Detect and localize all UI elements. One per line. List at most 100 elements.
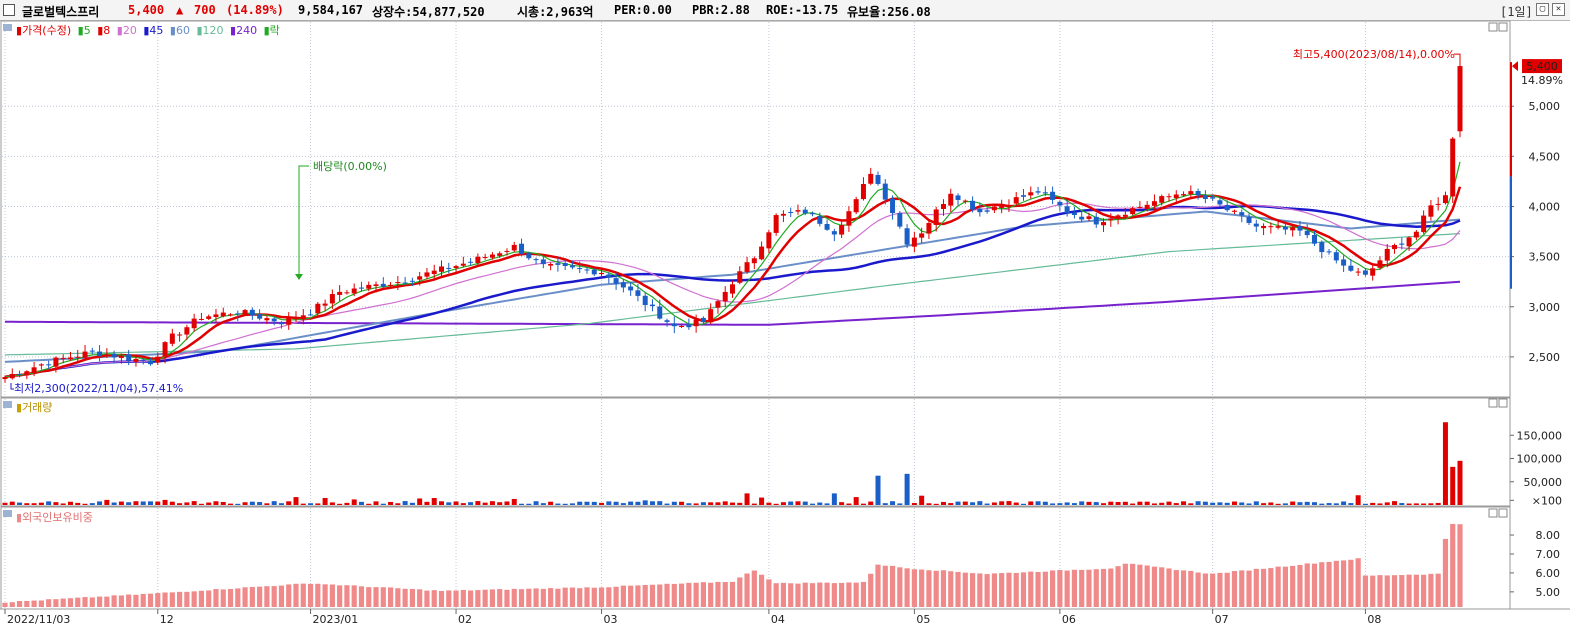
foreign-bar bbox=[649, 584, 656, 607]
legend-rak: 락 bbox=[270, 24, 280, 37]
candle-body bbox=[620, 282, 626, 288]
candle-body bbox=[708, 309, 714, 323]
volume-bar bbox=[155, 501, 161, 505]
foreign-bar bbox=[642, 584, 648, 607]
foreign-bar bbox=[882, 565, 888, 607]
candle-body bbox=[1384, 248, 1390, 261]
candle-body bbox=[315, 303, 321, 314]
candle-body bbox=[919, 233, 925, 238]
volume-bar bbox=[1086, 501, 1092, 505]
price-legend: ▮가격(수정) ▮5 ▮8 ▮20 ▮45 ▮60 ▮120 ▮240 ▮락 bbox=[16, 24, 280, 37]
candle-body bbox=[562, 263, 568, 266]
volume-bar bbox=[38, 502, 44, 505]
stock-name[interactable]: 글로벌텍스프리 bbox=[22, 5, 100, 19]
candle-body bbox=[278, 322, 284, 325]
volume-bar bbox=[1290, 501, 1296, 505]
minimize-icon[interactable] bbox=[1488, 22, 1498, 32]
candle-body bbox=[606, 274, 612, 278]
price-marker-icon bbox=[1512, 61, 1518, 72]
foreign-bar bbox=[984, 574, 990, 607]
select-checkbox[interactable] bbox=[3, 4, 15, 16]
volume-bar bbox=[424, 501, 430, 505]
foreign-bar bbox=[868, 573, 874, 607]
close-panel-icon[interactable] bbox=[1498, 508, 1508, 518]
volume-bar bbox=[104, 499, 110, 505]
candle-body bbox=[875, 175, 881, 184]
market-cap: 시총:2,963억 bbox=[517, 5, 594, 19]
candle-body bbox=[577, 268, 583, 270]
volume-bar bbox=[67, 501, 73, 505]
panel-menu-icon[interactable] bbox=[3, 24, 12, 31]
foreign-bar bbox=[911, 569, 917, 607]
candle-body bbox=[1304, 230, 1310, 236]
volume-bar bbox=[31, 503, 37, 505]
pbr-value: PBR:2.88 bbox=[692, 3, 750, 17]
period-selector[interactable]: [1일] bbox=[1500, 5, 1533, 19]
candle-body bbox=[1246, 216, 1252, 223]
foreign-bar bbox=[1195, 572, 1201, 607]
foreign-bar bbox=[606, 587, 612, 607]
dividend-annotation: 배당락(0.00%) bbox=[313, 160, 387, 173]
foreign-bar bbox=[1311, 563, 1318, 607]
maximize-icon[interactable]: ▢ bbox=[1536, 3, 1549, 16]
foreign-bar bbox=[1202, 573, 1208, 607]
volume-bar bbox=[468, 502, 474, 505]
foreign-bar bbox=[1253, 568, 1259, 607]
foreign-bar bbox=[351, 585, 357, 607]
foreign-bar bbox=[1035, 571, 1041, 607]
volume-bar bbox=[89, 503, 95, 505]
volume-bar bbox=[1108, 501, 1114, 505]
minimize-icon[interactable] bbox=[1488, 398, 1498, 408]
volume-bar bbox=[1297, 502, 1303, 505]
volume-panel-menu-icon[interactable] bbox=[3, 401, 12, 408]
close-panel-icon[interactable] bbox=[1498, 22, 1508, 32]
foreign-bar bbox=[846, 582, 852, 607]
volume-bar bbox=[751, 503, 757, 505]
candle-body bbox=[1450, 138, 1456, 197]
volume-bar bbox=[308, 503, 314, 505]
foreign-bar bbox=[155, 593, 161, 607]
candle-body bbox=[198, 318, 204, 320]
foreign-bar bbox=[111, 595, 117, 607]
legend-ma8: 8 bbox=[103, 24, 110, 37]
candle-body bbox=[1144, 204, 1150, 209]
candle-body bbox=[926, 222, 932, 234]
candle-body bbox=[1239, 212, 1245, 216]
candle-body bbox=[802, 209, 808, 214]
foreign-bar bbox=[919, 569, 925, 607]
volume-bar bbox=[526, 503, 532, 505]
y-tick-label: 4,500 bbox=[1529, 150, 1561, 163]
foreign-bar bbox=[1239, 570, 1245, 607]
foreign-bar bbox=[60, 598, 66, 607]
foreign-bar bbox=[1428, 573, 1434, 607]
foreign-bar bbox=[577, 588, 583, 607]
candle-body bbox=[460, 263, 466, 266]
minimize-icon[interactable] bbox=[1488, 508, 1498, 518]
volume-bar bbox=[831, 493, 837, 505]
volume-bar bbox=[759, 497, 765, 505]
foreign-bar bbox=[955, 571, 961, 607]
volume-bar bbox=[802, 501, 808, 505]
candle-body bbox=[853, 199, 859, 213]
ma120-line bbox=[4, 233, 1461, 356]
low-arrow-icon bbox=[10, 383, 14, 390]
legend-ma20: 20 bbox=[123, 24, 137, 37]
foreign-bar bbox=[948, 571, 954, 607]
volume-bar bbox=[1166, 501, 1172, 505]
foreign-bar bbox=[1159, 567, 1165, 607]
foreign-panel-menu-icon[interactable] bbox=[3, 510, 12, 517]
candle-body bbox=[1035, 191, 1041, 193]
foreign-bar bbox=[468, 590, 474, 607]
panel-buttons[interactable] bbox=[1488, 22, 1508, 518]
y-tick-label: 3,500 bbox=[1529, 251, 1561, 264]
volume-bar bbox=[82, 503, 88, 505]
volume-bars bbox=[2, 422, 1463, 505]
close-icon[interactable]: ✕ bbox=[1552, 3, 1565, 16]
volume-bar bbox=[562, 503, 568, 505]
legend-ma20-marker: ▮ bbox=[117, 24, 123, 37]
close-panel-icon[interactable] bbox=[1498, 398, 1508, 408]
foreign-bar bbox=[118, 595, 124, 607]
foreign-bar bbox=[1122, 563, 1128, 607]
candle-body bbox=[388, 284, 394, 286]
